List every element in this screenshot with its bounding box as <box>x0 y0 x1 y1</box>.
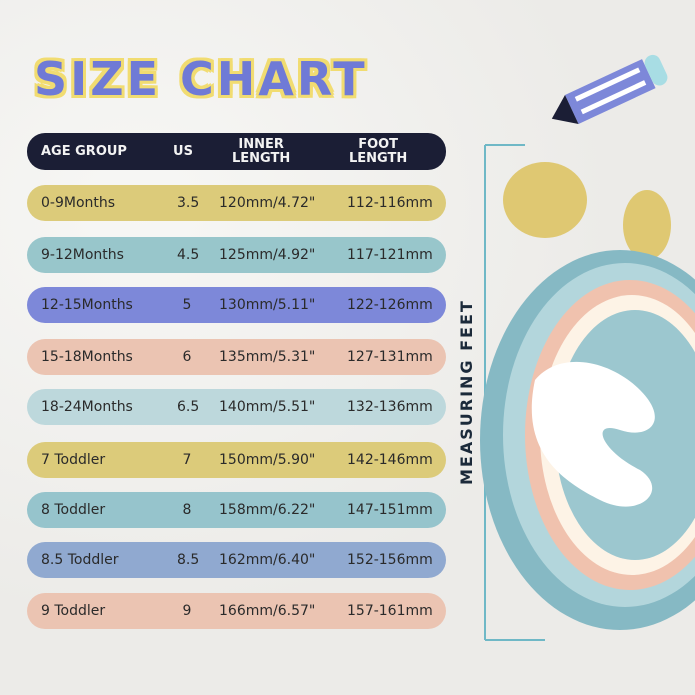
cell-foot-length: 152-156mm <box>347 552 433 568</box>
cell-foot-length: 142-146mm <box>347 452 433 468</box>
cell-age-group: 7 Toddler <box>41 452 106 468</box>
cell-inner-length: 135mm/5.31" <box>219 349 316 365</box>
cell-us: 7 <box>182 452 192 468</box>
header-inner-line2: LENGTH <box>232 150 291 166</box>
header-inner-length: INNER LENGTH <box>232 136 291 166</box>
table-row: 8 Toddler 8 158mm/6.22" 147-151mm <box>27 492 446 528</box>
cell-age-group: 18-24Months <box>41 399 133 415</box>
cell-age-group: 12-15Months <box>41 297 133 313</box>
cell-foot-length: 112-116mm <box>347 195 433 211</box>
cell-us: 4.5 <box>177 247 200 263</box>
table-row: 9 Toddler 9 166mm/6.57" 157-161mm <box>27 593 446 629</box>
cell-us: 3.5 <box>177 195 200 211</box>
table-row: 7 Toddler 7 150mm/5.90" 142-146mm <box>27 442 446 478</box>
cell-inner-length: 166mm/6.57" <box>219 603 316 619</box>
cell-age-group: 9-12Months <box>41 247 124 263</box>
cell-us: 6 <box>182 349 192 365</box>
header-foot-length: FOOT LENGTH <box>349 136 408 166</box>
header-age-group: AGE GROUP <box>41 144 127 159</box>
table-row: 15-18Months 6 135mm/5.31" 127-131mm <box>27 339 446 375</box>
cell-age-group: 8 Toddler <box>41 502 106 518</box>
cell-foot-length: 117-121mm <box>347 247 433 263</box>
page-title: SIZE CHART <box>34 52 368 106</box>
table-row: 0-9Months 3.5 120mm/4.72" 112-116mm <box>27 185 446 221</box>
cell-foot-length: 127-131mm <box>347 349 433 365</box>
table-row: 9-12Months 4.5 125mm/4.92" 117-121mm <box>27 237 446 273</box>
pencil-icon <box>551 54 668 125</box>
cell-us: 8 <box>182 502 192 518</box>
header-foot-line1: FOOT <box>358 136 399 152</box>
table-row: 8.5 Toddler 8.5 162mm/6.40" 152-156mm <box>27 542 446 578</box>
cell-age-group: 8.5 Toddler <box>41 552 119 568</box>
header-inner-line1: INNER <box>238 136 284 152</box>
foot-illustration <box>480 54 695 641</box>
cell-inner-length: 120mm/4.72" <box>219 195 316 211</box>
cell-inner-length: 158mm/6.22" <box>219 502 316 518</box>
cell-inner-length: 130mm/5.11" <box>219 297 316 313</box>
cell-foot-length: 157-161mm <box>347 603 433 619</box>
header-foot-line2: LENGTH <box>349 150 408 166</box>
cell-foot-length: 122-126mm <box>347 297 433 313</box>
measuring-feet-label: MEASURING FEET <box>457 299 476 485</box>
table-row: 18-24Months 6.5 140mm/5.51" 132-136mm <box>27 389 446 425</box>
cell-inner-length: 162mm/6.40" <box>219 552 316 568</box>
cell-age-group: 9 Toddler <box>41 603 106 619</box>
table-row: 12-15Months 5 130mm/5.11" 122-126mm <box>27 287 446 323</box>
cell-foot-length: 147-151mm <box>347 502 433 518</box>
cell-us: 6.5 <box>177 399 200 415</box>
header-us: US <box>173 144 193 159</box>
cell-inner-length: 140mm/5.51" <box>219 399 316 415</box>
table-header: AGE GROUP US INNER LENGTH FOOT LENGTH <box>27 133 446 170</box>
cell-us: 9 <box>182 603 192 619</box>
cell-inner-length: 150mm/5.90" <box>219 452 316 468</box>
cell-foot-length: 132-136mm <box>347 399 433 415</box>
cell-inner-length: 125mm/4.92" <box>219 247 316 263</box>
cell-age-group: 15-18Months <box>41 349 133 365</box>
cell-us: 8.5 <box>177 552 200 568</box>
cell-age-group: 0-9Months <box>41 195 116 211</box>
cell-us: 5 <box>182 297 192 313</box>
